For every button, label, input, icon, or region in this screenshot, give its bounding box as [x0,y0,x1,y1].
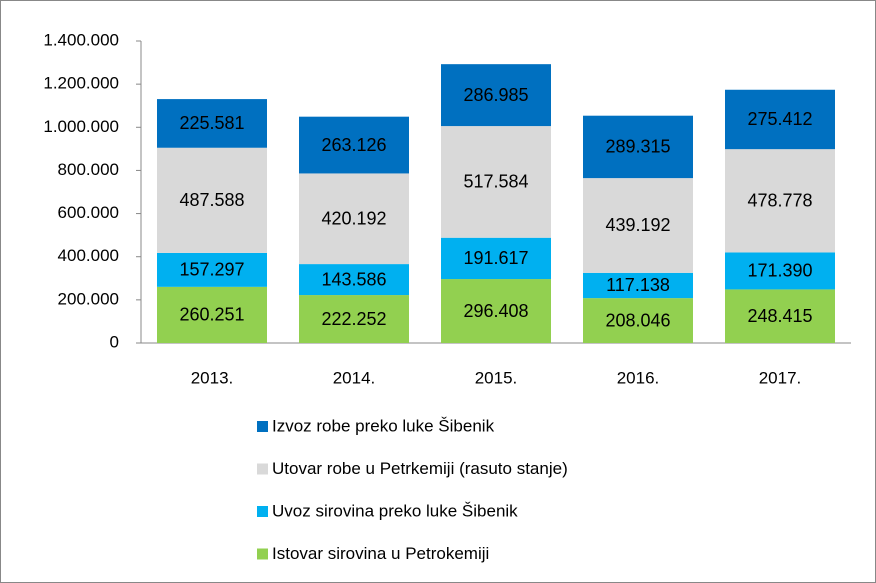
bar-segment [583,115,693,179]
bar-segment [583,298,693,343]
y-tick-label: 800.000 [58,160,119,179]
legend-swatch [257,421,268,432]
data-label: 143.586 [321,269,386,289]
bar-segment [157,99,267,148]
legend-swatch [257,463,268,475]
y-tick-label: 1.200.000 [43,74,119,93]
bar-segment [299,116,409,174]
data-label: 286.985 [463,85,528,105]
data-label: 478.778 [747,191,812,211]
bar-segment [583,178,693,273]
bar-segment [441,237,551,280]
bar-segment [583,272,693,299]
legend-label: Utovar robe u Petrkemiji (rasuto stanje) [272,459,568,478]
bar-segment [725,89,835,150]
x-tick-label: 2017. [759,368,802,387]
y-tick-label: 400.000 [58,246,119,265]
bar-segment [725,149,835,253]
y-tick-label: 600.000 [58,203,119,222]
data-label: 222.252 [321,309,386,329]
legend-label: Izvoz robe preko luke Šibenik [272,416,495,435]
bar-segment [299,295,409,343]
data-label: 296.408 [463,301,528,321]
legend-swatch [257,506,268,517]
data-label: 275.412 [747,109,812,129]
data-label: 517.584 [463,172,528,192]
y-tick-label: 200.000 [58,289,119,308]
legend-label: Istovar sirovina u Petrokemiji [272,544,489,563]
data-label: 157.297 [179,260,244,280]
data-label: 191.617 [463,248,528,268]
bar-segment [725,289,835,343]
x-tick-label: 2013. [191,368,234,387]
bar-segment [299,173,409,265]
data-label: 289.315 [605,137,670,157]
data-label: 248.415 [747,306,812,326]
bar-segment [157,147,267,253]
bar-segment [157,286,267,343]
data-label: 260.251 [179,305,244,325]
y-tick-label: 1.400.000 [43,30,119,49]
x-tick-label: 2015. [475,368,518,387]
data-label: 117.138 [606,275,670,295]
data-label: 420.192 [321,209,386,229]
bar-segment [725,252,835,290]
legend-swatch [257,548,268,560]
legend-label: Uvoz sirovina preko luke Šibenik [272,501,518,520]
data-label: 487.588 [179,190,244,210]
data-label: 208.046 [605,310,670,330]
data-label: 171.390 [747,261,812,281]
bar-segment [157,252,267,287]
bar-segment [441,126,551,238]
y-tick-label: 1.000.000 [43,117,119,136]
y-tick-label: 0 [110,332,119,351]
data-label: 263.126 [321,135,386,155]
bar-segment [299,264,409,296]
data-label: 225.581 [179,113,244,133]
data-label: 439.192 [605,215,670,235]
bar-segment [441,64,551,127]
bar-segment [441,279,551,343]
x-tick-label: 2014. [333,368,376,387]
x-tick-label: 2016. [617,368,660,387]
